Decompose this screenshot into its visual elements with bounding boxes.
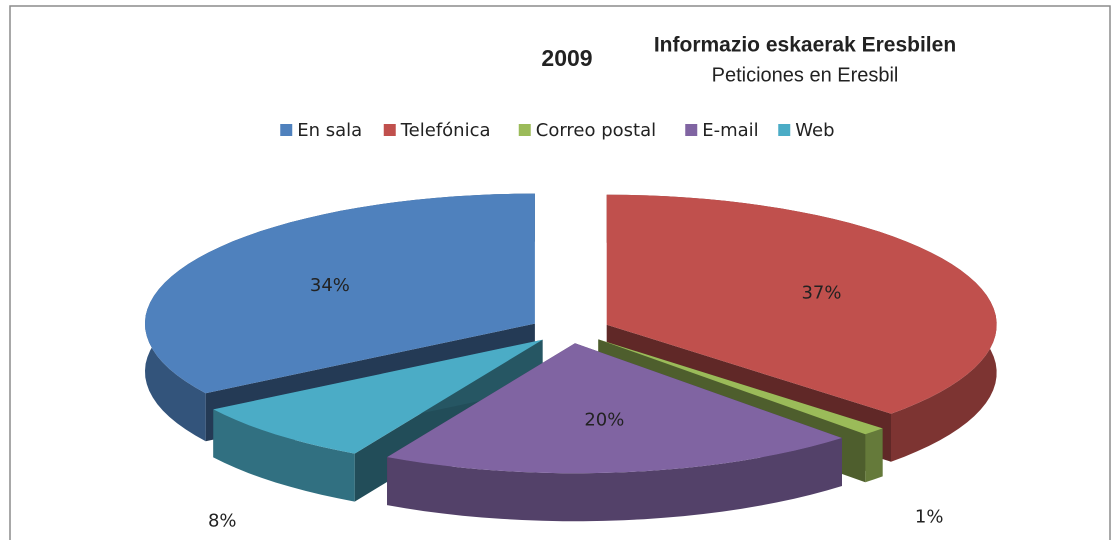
legend-swatch: [383, 124, 396, 136]
slice-side: [387, 438, 842, 522]
data-label: 1%: [915, 507, 944, 528]
legend-label: Telefónica: [400, 120, 491, 141]
data-label: 20%: [584, 410, 624, 431]
chart-subtitle: Peticiones en Eresbil: [712, 64, 899, 86]
legend-swatch: [685, 124, 698, 136]
legend-swatch: [518, 124, 531, 136]
slice: [598, 339, 883, 435]
data-label: 8%: [208, 510, 237, 531]
legend: En sala Telefónica Correo postal E-mail Web: [280, 120, 835, 141]
legend-label: Web: [795, 120, 834, 141]
legend-swatch: [280, 124, 293, 136]
legend-label: E-mail: [702, 120, 758, 141]
slice: [213, 339, 543, 454]
data-label: 34%: [310, 275, 350, 296]
legend-swatch: [778, 124, 791, 136]
slice: [387, 343, 842, 474]
slice: [145, 193, 535, 394]
year-label: 2009: [541, 45, 592, 71]
legend-label: En sala: [297, 120, 362, 141]
slice-side: [213, 409, 355, 502]
legend-label: Correo postal: [536, 120, 656, 141]
data-label: 37%: [801, 283, 841, 304]
pie: 34% 37% 1% 20% 8%: [145, 193, 997, 531]
slice-side: [865, 428, 883, 483]
chart-title: Informazio eskaerak Eresbilen: [654, 34, 956, 57]
slice: [606, 194, 997, 414]
